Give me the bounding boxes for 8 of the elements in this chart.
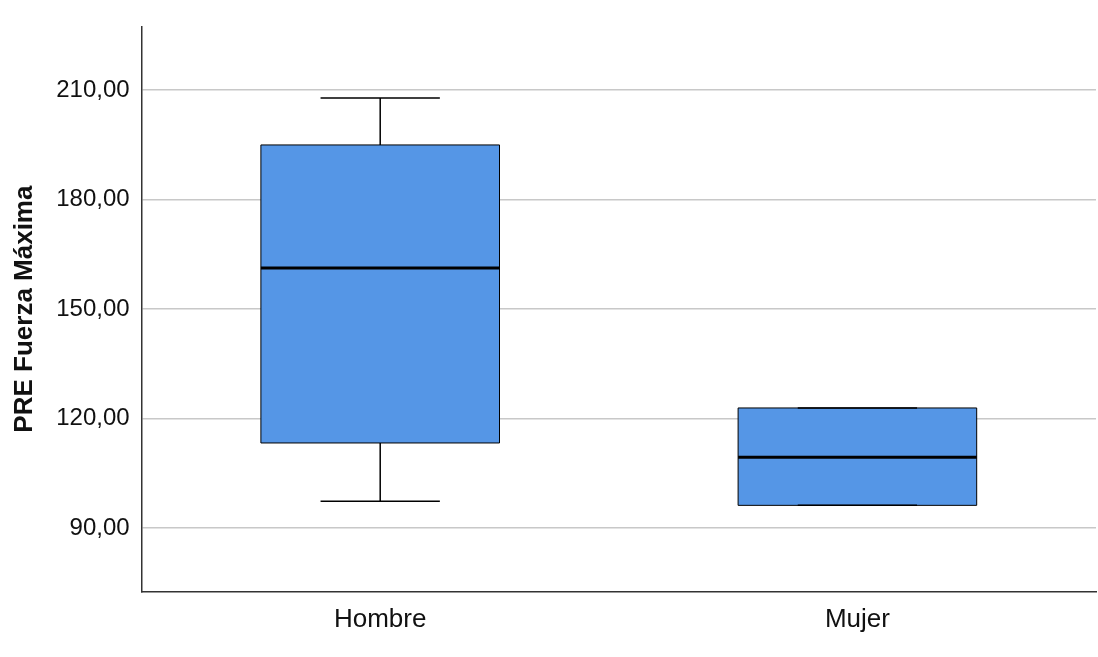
y-tick-label: 90,00 <box>69 512 130 540</box>
x-tick-label: Hombre <box>333 602 427 633</box>
y-tick-label: 120,00 <box>56 403 130 431</box>
y-tick-label: 210,00 <box>56 74 130 102</box>
y-tick-label: 180,00 <box>56 184 130 212</box>
x-tick-label: Mujer <box>824 602 891 633</box>
y-tick-label: 150,00 <box>56 293 130 321</box>
y-axis-title: PRE Fuerza Máxima <box>7 185 38 433</box>
